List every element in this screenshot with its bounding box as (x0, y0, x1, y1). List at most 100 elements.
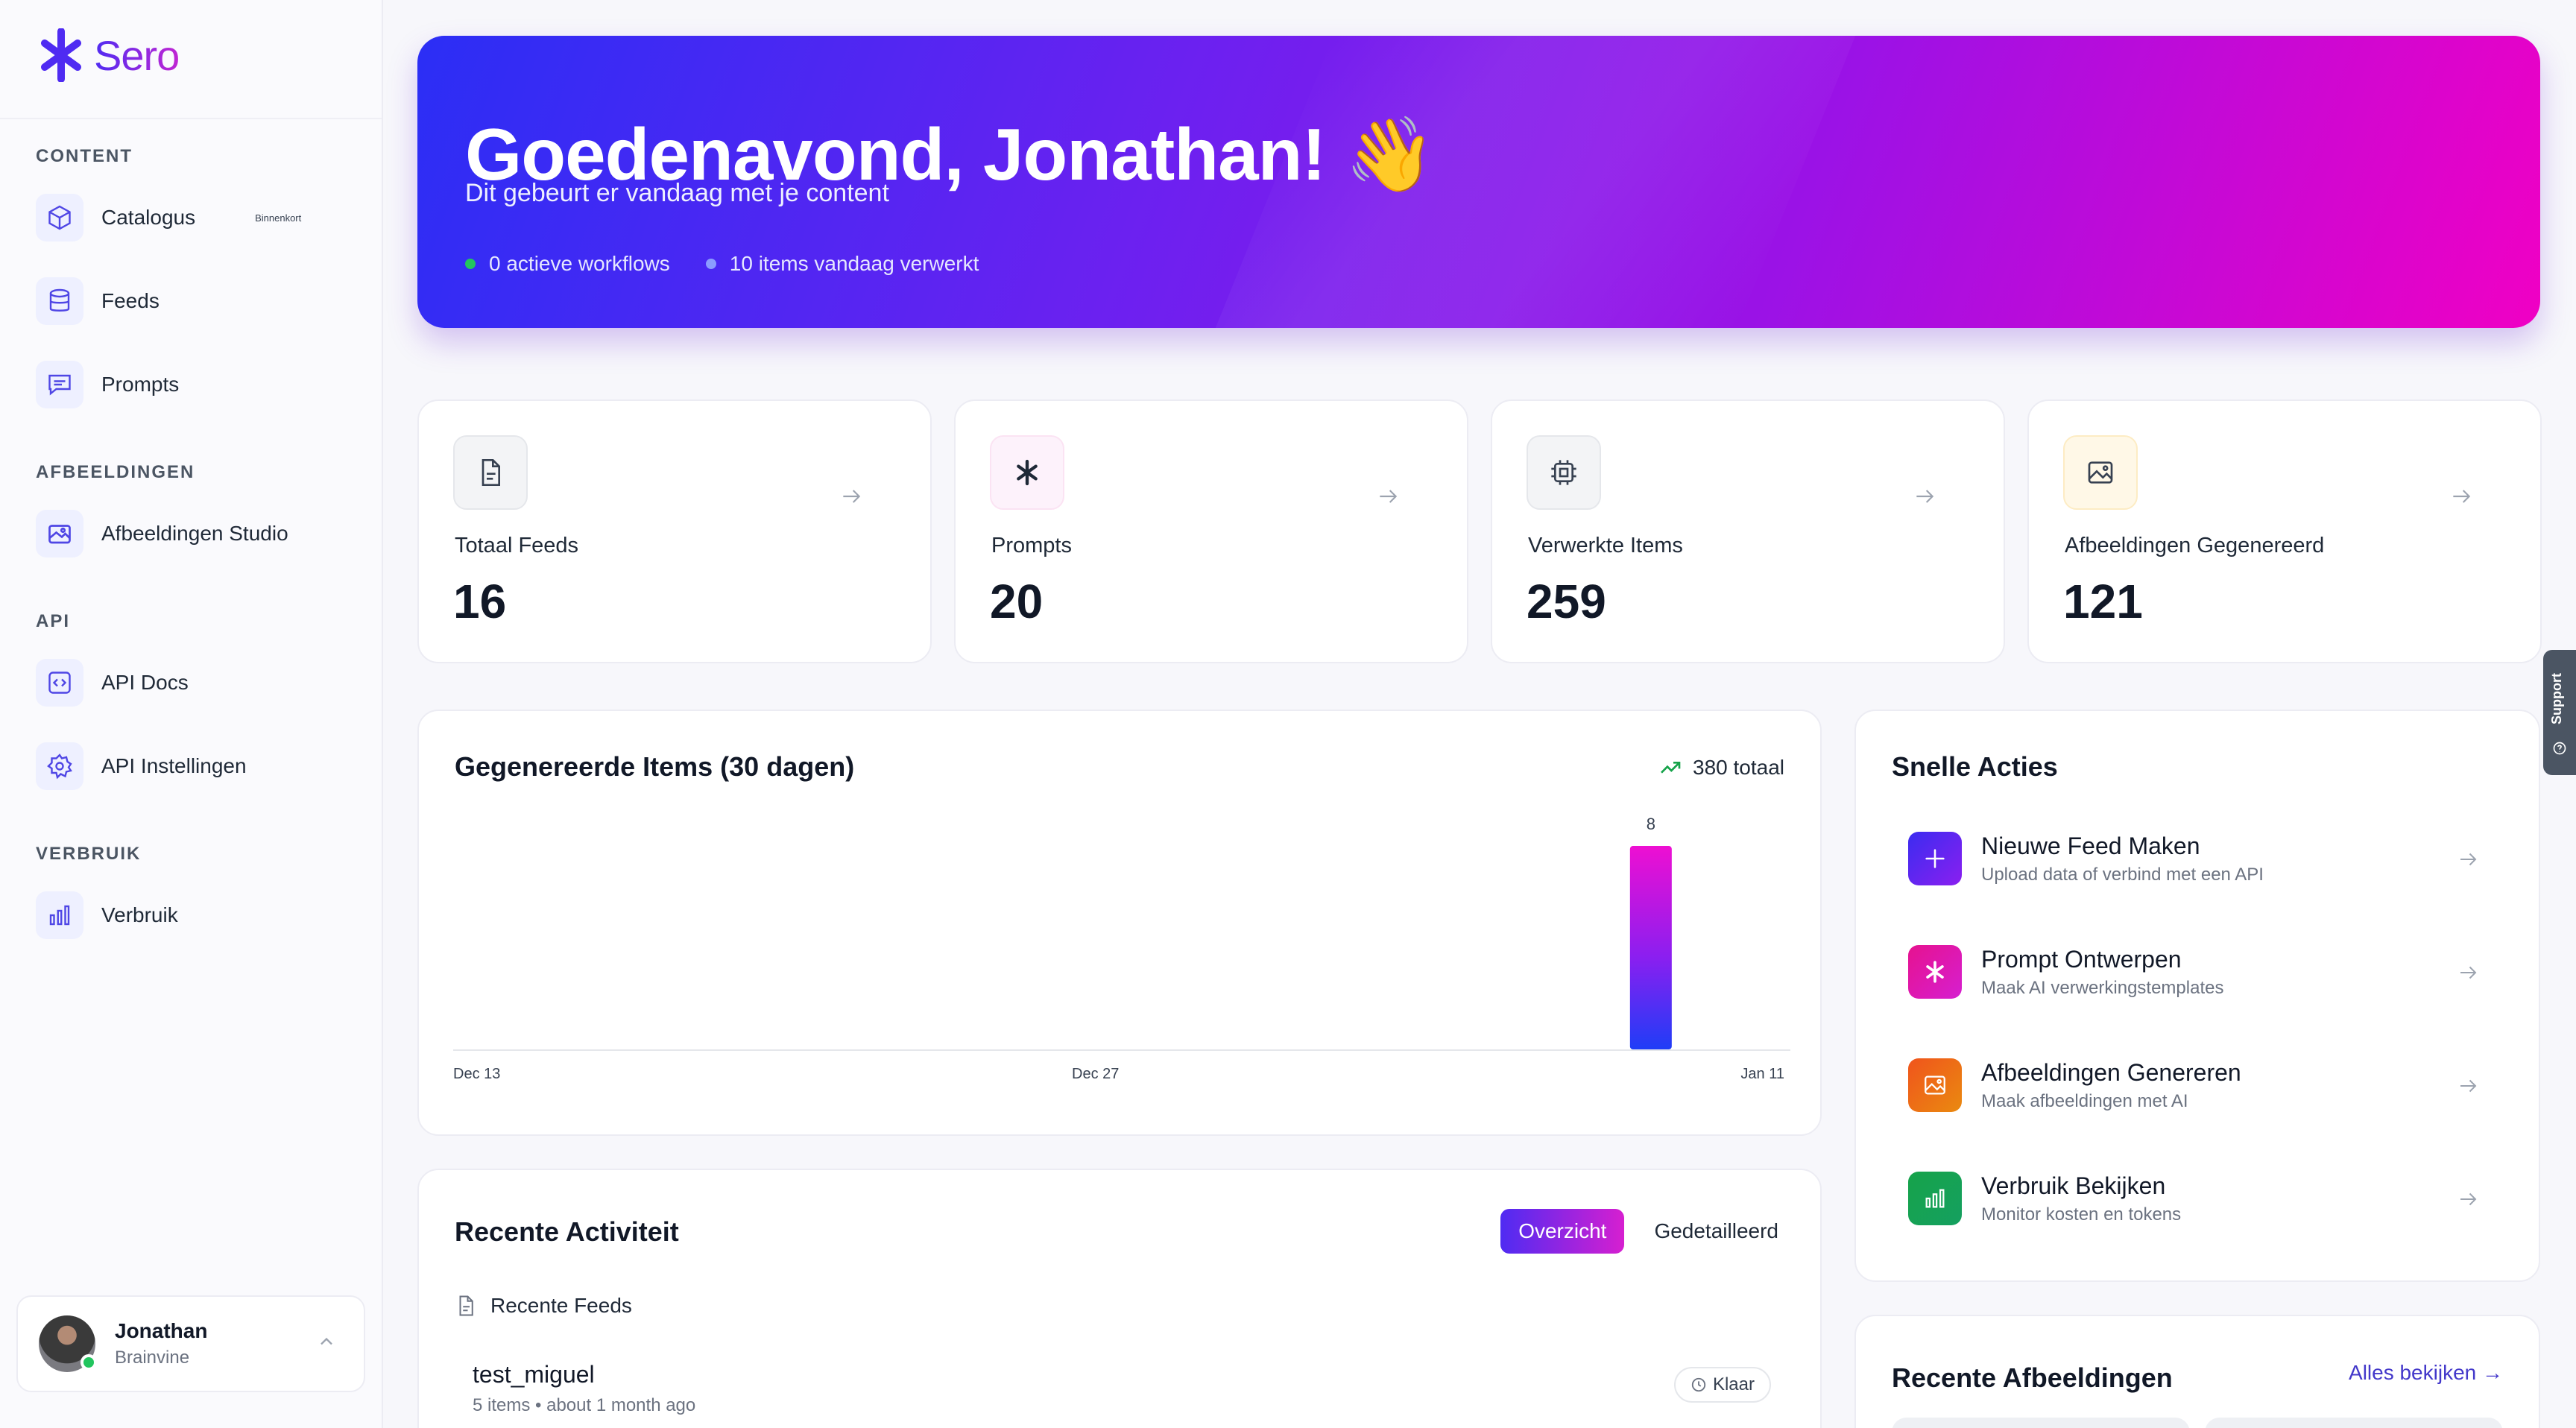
sidebar-item-prompts[interactable]: Prompts (36, 361, 349, 408)
activity-title: Recente Activiteit (455, 1216, 679, 1247)
section-title-api: API (36, 611, 71, 631)
cube-icon (36, 194, 83, 241)
document-icon (453, 435, 528, 510)
x-tick-label: Dec 13 (453, 1066, 501, 1082)
coming-soon-badge: Binnenkort (255, 212, 302, 224)
gear-icon (36, 742, 83, 790)
chevron-up-icon (321, 1337, 332, 1345)
recent-images-card: Recente Afbeeldingen Alles bekijken → (1854, 1315, 2540, 1428)
online-status-dot (80, 1354, 97, 1371)
banner-subtitle: Dit gebeurt er vandaag met je content (465, 179, 889, 207)
arrow-right-icon (1380, 490, 1398, 503)
image-icon (1908, 1058, 1962, 1112)
generate-images-action[interactable]: Afbeeldingen Genereren Maak afbeeldingen… (1908, 1055, 2477, 1115)
user-name: Jonathan (115, 1319, 208, 1342)
action-title: Verbruik Bekijken (1981, 1172, 2166, 1199)
stat-label: Totaal Feeds (455, 534, 579, 557)
sidebar-item-verbruik[interactable]: Verbruik (36, 891, 349, 939)
action-title: Nieuwe Feed Maken (1981, 832, 2200, 859)
arrow-right-icon (2460, 1079, 2477, 1093)
sidebar-item-api-instellingen[interactable]: API Instellingen (36, 742, 349, 790)
support-tab[interactable]: Support (2543, 650, 2576, 775)
status-text: Klaar (1712, 1374, 1755, 1394)
stat-card-prompts[interactable]: Prompts 20 (954, 399, 1468, 663)
stat-value: 20 (990, 575, 1044, 628)
tab-overzicht[interactable]: Overzicht (1500, 1209, 1625, 1254)
chart-total-value: 380 totaal (1693, 756, 1784, 779)
images-icon (36, 510, 83, 557)
clock-icon (1691, 1377, 1706, 1392)
stat-text: 0 actieve workflows (489, 252, 670, 275)
bar-chart-icon (1908, 1172, 1962, 1225)
image-icon (2063, 435, 2138, 510)
asterisk-icon (1908, 945, 1962, 999)
stat-card-images-generated[interactable]: Afbeeldingen Gegenereerd 121 (2027, 399, 2542, 663)
action-title: Afbeeldingen Genereren (1981, 1058, 2241, 1086)
arrow-right-icon (2453, 490, 2471, 503)
plus-icon (1908, 832, 1962, 885)
trending-up-icon (1661, 762, 1681, 774)
action-description: Monitor kosten en tokens (1981, 1204, 2182, 1225)
arrow-right-icon (843, 490, 861, 503)
message-icon (36, 361, 83, 408)
sidebar-item-label: Prompts (101, 373, 180, 396)
activity-tabs: Overzicht Gedetailleerd (1500, 1209, 1778, 1254)
support-label: Support (2549, 673, 2564, 724)
chart-title: Gegenereerde Items (30 dagen) (455, 751, 855, 782)
sidebar-item-label: Catalogus (101, 206, 196, 229)
bar-chart-icon (36, 891, 83, 939)
image-thumbnail[interactable] (1892, 1418, 2190, 1428)
logo[interactable]: Sero (39, 28, 180, 82)
x-tick-label: Jan 11 (1740, 1066, 1784, 1082)
status-badge: Klaar (1673, 1367, 1771, 1403)
stat-label: Afbeeldingen Gegenereerd (2065, 534, 2325, 557)
tab-gedetailleerd[interactable]: Gedetailleerd (1654, 1219, 1778, 1242)
brand-name: Sero (94, 31, 180, 79)
sidebar-item-label: API Instellingen (101, 754, 247, 777)
sidebar-item-label: API Docs (101, 671, 189, 694)
chart-total: 380 totaal (1658, 756, 1784, 780)
arrow-right-icon (2460, 966, 2477, 979)
avatar (39, 1315, 97, 1372)
sidebar-item-label: Feeds (101, 289, 160, 312)
status-dot (465, 259, 476, 269)
feed-meta: 5 items • about 1 month ago (473, 1395, 696, 1415)
sidebar: Sero CONTENT Catalogus Binnenkort Feeds … (0, 0, 383, 1428)
design-prompt-action[interactable]: Prompt Ontwerpen Maak AI verwerkingstemp… (1908, 942, 2477, 1002)
stat-card-processed-items[interactable]: Verwerkte Items 259 (1491, 399, 2005, 663)
active-workflows-stat: 0 actieve workflows (465, 252, 670, 276)
generated-items-chart-card: Gegenereerde Items (30 dagen) 380 totaal… (417, 710, 1822, 1136)
stat-value: 121 (2063, 575, 2143, 628)
help-icon (2553, 742, 2566, 755)
chip-icon (1527, 435, 1601, 510)
recent-activity-card: Recente Activiteit Overzicht Gedetaillee… (417, 1169, 1822, 1428)
bar-value-label: 8 (1647, 815, 1655, 833)
chart-bar[interactable] (1629, 846, 1672, 1049)
stat-value: 16 (453, 575, 507, 628)
sidebar-item-catalogus[interactable]: Catalogus Binnenkort (36, 194, 349, 241)
action-description: Maak afbeeldingen met AI (1981, 1090, 2188, 1111)
welcome-banner: Goedenavond, Jonathan! 👋 Dit gebeurt er … (417, 36, 2540, 328)
view-all-link[interactable]: Alles bekijken → (2349, 1361, 2503, 1384)
arrow-right-icon (2460, 853, 2477, 866)
status-dot (705, 259, 716, 269)
user-menu[interactable]: Jonathan Brainvine (16, 1295, 365, 1392)
image-thumbnail[interactable] (2205, 1418, 2503, 1428)
sidebar-item-feeds[interactable]: Feeds (36, 277, 349, 325)
document-icon (459, 1295, 473, 1316)
recent-feeds-heading: Recente Feeds (455, 1294, 632, 1318)
section-title-afbeeldingen: AFBEELDINGEN (36, 462, 195, 482)
quick-actions-card: Snelle Acties Nieuwe Feed Maken Upload d… (1854, 710, 2540, 1282)
arrow-right-icon (2460, 1192, 2477, 1206)
sidebar-item-label: Verbruik (101, 903, 178, 926)
asterisk-icon (990, 435, 1064, 510)
stat-card-feeds[interactable]: Totaal Feeds 16 (417, 399, 932, 663)
view-usage-action[interactable]: Verbruik Bekijken Monitor kosten en toke… (1908, 1169, 2477, 1228)
stat-text: 10 items vandaag verwerkt (729, 252, 979, 275)
subheading-text: Recente Feeds (490, 1294, 632, 1317)
stat-label: Prompts (991, 534, 1072, 557)
sidebar-item-afbeeldingen-studio[interactable]: Afbeeldingen Studio (36, 510, 349, 557)
action-title: Prompt Ontwerpen (1981, 945, 2182, 973)
sidebar-item-api-docs[interactable]: API Docs (36, 659, 349, 707)
new-feed-action[interactable]: Nieuwe Feed Maken Upload data of verbind… (1908, 829, 2477, 888)
